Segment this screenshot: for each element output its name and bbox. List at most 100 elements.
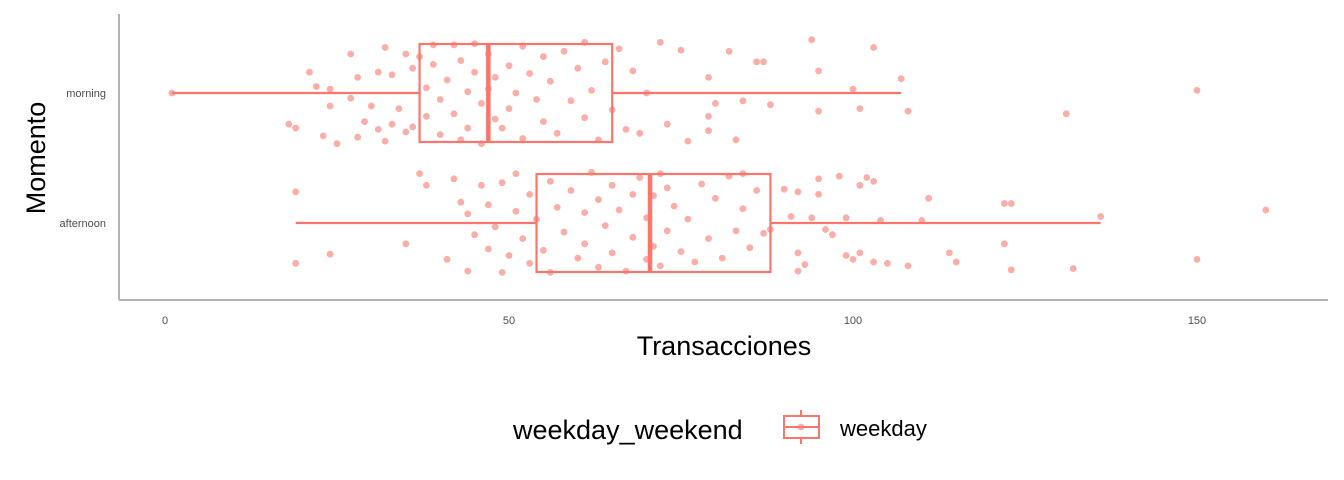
data-point bbox=[698, 180, 706, 188]
data-point bbox=[319, 132, 327, 140]
data-point bbox=[656, 38, 664, 46]
data-point bbox=[884, 259, 891, 267]
data-point bbox=[416, 170, 423, 178]
data-point bbox=[546, 178, 554, 185]
data-point bbox=[1007, 266, 1015, 274]
data-point bbox=[374, 125, 382, 133]
x-tick-labels: 0 50 100 150 bbox=[162, 315, 1206, 327]
data-point bbox=[354, 74, 362, 81]
data-point bbox=[808, 214, 816, 222]
data-point bbox=[581, 114, 589, 122]
data-point bbox=[491, 74, 499, 81]
data-point bbox=[835, 172, 843, 180]
data-point bbox=[595, 263, 602, 271]
data-point bbox=[712, 100, 719, 107]
data-point bbox=[815, 67, 822, 75]
data-point bbox=[423, 181, 430, 189]
data-point bbox=[760, 58, 767, 66]
data-point bbox=[705, 127, 712, 135]
data-point bbox=[870, 44, 878, 51]
data-point bbox=[1062, 110, 1070, 118]
data-point bbox=[498, 179, 506, 187]
legend-key-weekday bbox=[783, 410, 820, 444]
data-point bbox=[822, 226, 829, 233]
data-point bbox=[567, 187, 575, 194]
data-point bbox=[292, 188, 300, 196]
data-point bbox=[443, 76, 451, 84]
data-point bbox=[615, 206, 623, 214]
data-point bbox=[870, 178, 878, 185]
data-point bbox=[491, 223, 499, 231]
data-point bbox=[718, 254, 726, 262]
data-point bbox=[1000, 200, 1008, 207]
data-point bbox=[828, 231, 836, 239]
data-point bbox=[512, 170, 520, 178]
data-point bbox=[870, 258, 878, 266]
data-point bbox=[560, 228, 568, 236]
data-point bbox=[423, 113, 430, 120]
data-point bbox=[629, 191, 637, 198]
data-point bbox=[436, 96, 444, 103]
y-tick-label-afternoon: afternoon bbox=[60, 218, 106, 230]
data-point bbox=[842, 214, 850, 222]
data-point bbox=[567, 97, 575, 105]
data-point bbox=[347, 94, 355, 102]
points-layer bbox=[168, 36, 1270, 276]
data-point bbox=[863, 174, 871, 181]
data-point bbox=[622, 125, 630, 133]
data-point bbox=[484, 201, 492, 209]
data-point bbox=[498, 124, 506, 132]
data-point bbox=[519, 235, 527, 243]
data-point bbox=[464, 267, 472, 275]
data-point bbox=[684, 137, 692, 145]
data-point bbox=[526, 259, 534, 267]
data-point bbox=[925, 194, 933, 202]
data-point bbox=[553, 129, 561, 137]
data-point bbox=[636, 174, 644, 181]
data-point bbox=[1000, 240, 1008, 248]
data-point bbox=[546, 77, 554, 85]
data-point bbox=[306, 68, 313, 76]
data-point bbox=[368, 102, 375, 110]
data-point bbox=[595, 196, 602, 204]
data-point bbox=[505, 62, 513, 70]
data-point bbox=[429, 61, 437, 68]
data-point bbox=[608, 181, 616, 189]
data-point bbox=[767, 101, 774, 109]
data-point bbox=[753, 187, 761, 194]
data-point bbox=[815, 175, 822, 183]
data-point bbox=[856, 105, 864, 112]
data-point bbox=[588, 87, 595, 94]
data-point bbox=[512, 207, 520, 215]
data-point bbox=[656, 262, 664, 270]
data-point bbox=[1097, 213, 1105, 220]
data-point bbox=[663, 120, 671, 128]
data-point bbox=[312, 83, 320, 90]
data-point bbox=[815, 191, 822, 198]
data-point bbox=[402, 50, 410, 58]
data-point bbox=[636, 129, 644, 137]
x-axis-title: Transacciones bbox=[637, 331, 812, 361]
data-point bbox=[553, 204, 561, 211]
data-point bbox=[361, 118, 368, 125]
data-point bbox=[952, 258, 960, 266]
data-point bbox=[354, 133, 362, 141]
data-point bbox=[608, 249, 616, 257]
data-point bbox=[285, 120, 293, 128]
data-point bbox=[663, 227, 671, 235]
data-point bbox=[388, 71, 396, 79]
data-point bbox=[491, 115, 499, 123]
legend: weekday_weekend weekday bbox=[512, 410, 927, 445]
data-point bbox=[856, 249, 864, 257]
data-point bbox=[677, 46, 685, 54]
data-point bbox=[560, 48, 568, 55]
y-axis-title: Momento bbox=[21, 102, 51, 215]
data-point bbox=[808, 36, 816, 44]
data-point bbox=[856, 181, 864, 189]
data-point bbox=[787, 213, 795, 220]
x-tick-label: 0 bbox=[162, 315, 168, 327]
boxes-layer bbox=[171, 42, 1101, 274]
data-point bbox=[581, 209, 589, 217]
data-point bbox=[498, 269, 506, 276]
data-point bbox=[705, 74, 712, 81]
